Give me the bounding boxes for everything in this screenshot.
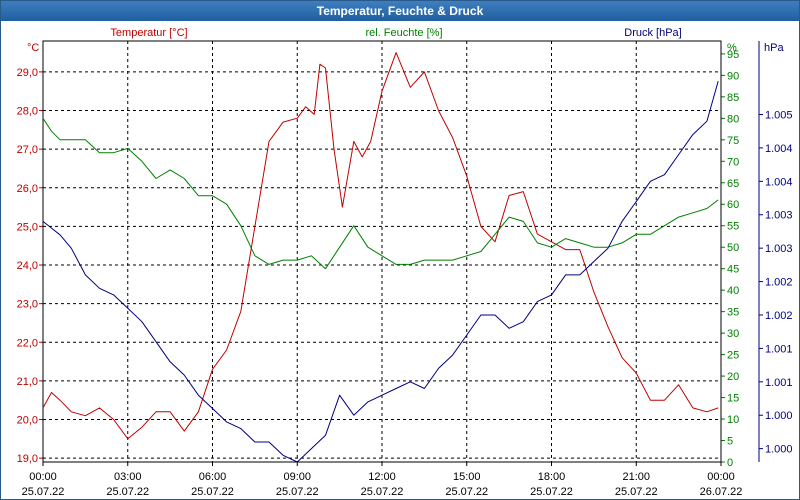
hum-tick-label: 90 [727,70,739,82]
x-tick-label-time: 18:00 [538,471,566,483]
series-line-temp [42,52,719,440]
hum-tick-label: 40 [727,285,739,297]
temp-tick-label: 27,0 [17,144,38,156]
temp-tick-label: 29,0 [17,67,38,79]
temp-unit-label: °C [27,42,39,54]
hum-unit-label: % [727,42,737,54]
temp-tick-label: 24,0 [17,260,38,272]
hum-tick-label: 80 [727,113,739,125]
x-tick-label-date: 25.07.22 [106,486,149,498]
press-tick-label: 1.002 [765,310,793,322]
x-tick-label-date: 25.07.22 [445,486,488,498]
axes [39,40,763,466]
temp-tick-label: 21,0 [17,376,38,388]
grid [43,41,721,462]
x-tick-label-date: 25.07.22 [191,486,234,498]
x-tick-label-time: 12:00 [368,471,396,483]
press-tick-label: 1.005 [765,110,793,122]
hum-tick-label: 15 [727,393,739,405]
series-layer [42,52,719,463]
x-tick-label-date: 25.07.22 [361,486,404,498]
hum-series-label: rel. Feuchte [%] [365,27,442,39]
hum-tick-label: 55 [727,221,739,233]
hum-tick-label: 5 [727,436,733,448]
temp-tick-label: 20,0 [17,415,38,427]
plot-frame [42,40,722,463]
hum-tick-label: 60 [727,199,739,211]
hum-tick-label: 75 [727,135,739,147]
hum-tick-label: 45 [727,264,739,276]
series-line-hum [42,118,719,270]
x-tick-label-date: 25.07.22 [530,486,573,498]
x-tick-label-date: 25.07.22 [615,486,658,498]
x-tick-label-date: 25.07.22 [276,486,319,498]
press-tick-label: 1.003 [765,210,793,222]
x-tick-label-time: 09:00 [283,471,311,483]
hum-tick-label: 65 [727,178,739,190]
temp-tick-label: 28,0 [17,106,38,118]
x-tick-label-time: 06:00 [199,471,227,483]
temp-series-label: Temperatur [°C] [110,27,187,39]
x-tick-label-time: 03:00 [114,471,142,483]
temp-tick-label: 26,0 [17,183,38,195]
x-tick-label-time: 15:00 [453,471,481,483]
press-series-label: Druck [hPa] [624,27,681,39]
press-tick-label: 1.001 [765,343,793,355]
press-tick-label: 1.004 [765,176,793,188]
x-tick-label-date: 25.07.22 [22,486,65,498]
temp-tick-label: 19,0 [17,453,38,465]
temp-tick-label: 25,0 [17,221,38,233]
press-unit-label: hPa [764,42,784,54]
hum-tick-label: 95 [727,49,739,61]
hum-tick-label: 25 [727,350,739,362]
press-tick-label: 1.002 [765,277,793,289]
hum-tick-label: 35 [727,307,739,319]
press-tick-label: 1.000 [765,444,793,456]
chart-title: Temperatur, Feuchte & Druck [1,1,799,21]
press-tick-label: 1.000 [765,410,793,422]
temp-tick-label: 23,0 [17,299,38,311]
hum-tick-label: 0 [727,457,733,469]
hum-tick-label: 85 [727,92,739,104]
hum-tick-label: 50 [727,242,739,254]
temp-tick-label: 22,0 [17,337,38,349]
hum-tick-label: 70 [727,156,739,168]
x-tick-label-time: 00:00 [29,471,57,483]
x-tick-label-time: 21:00 [622,471,650,483]
press-tick-label: 1.004 [765,143,793,155]
hum-tick-label: 30 [727,328,739,340]
press-tick-label: 1.003 [765,243,793,255]
series-line-press [42,80,719,463]
x-tick-label-date: 26.07.22 [700,486,743,498]
press-tick-label: 1.001 [765,377,793,389]
axis-labels: 00:00 25.07.22 03:00 25.07.22 06:00 25.07.22 0… [17,27,793,498]
hum-tick-label: 20 [727,371,739,383]
x-tick-label-time: 00:00 [707,471,735,483]
hum-tick-label: 10 [727,414,739,426]
